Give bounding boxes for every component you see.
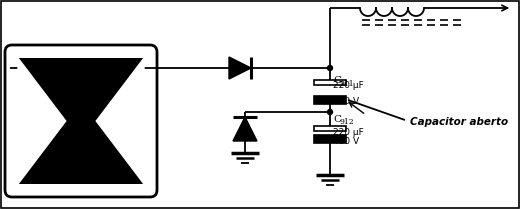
Bar [314, 126, 346, 131]
Text: 400 V: 400 V [333, 97, 359, 106]
Bar [314, 80, 346, 85]
FancyBboxPatch shape [5, 45, 157, 197]
Text: 220 μF: 220 μF [333, 128, 364, 137]
Circle shape [328, 110, 332, 115]
Polygon shape [96, 58, 144, 184]
Polygon shape [18, 58, 66, 184]
Text: 400 V: 400 V [333, 137, 359, 146]
Text: 912: 912 [340, 118, 355, 126]
Polygon shape [233, 117, 257, 141]
Text: C: C [333, 76, 341, 85]
Bar [314, 96, 346, 104]
Bar [314, 135, 346, 143]
Text: Capacitor aberto: Capacitor aberto [410, 117, 508, 127]
Text: 911: 911 [340, 80, 355, 88]
Polygon shape [229, 57, 251, 79]
Text: C: C [333, 115, 341, 124]
Bar [18, 58, 144, 184]
Text: 220 μF: 220 μF [333, 81, 364, 90]
Circle shape [328, 65, 332, 70]
